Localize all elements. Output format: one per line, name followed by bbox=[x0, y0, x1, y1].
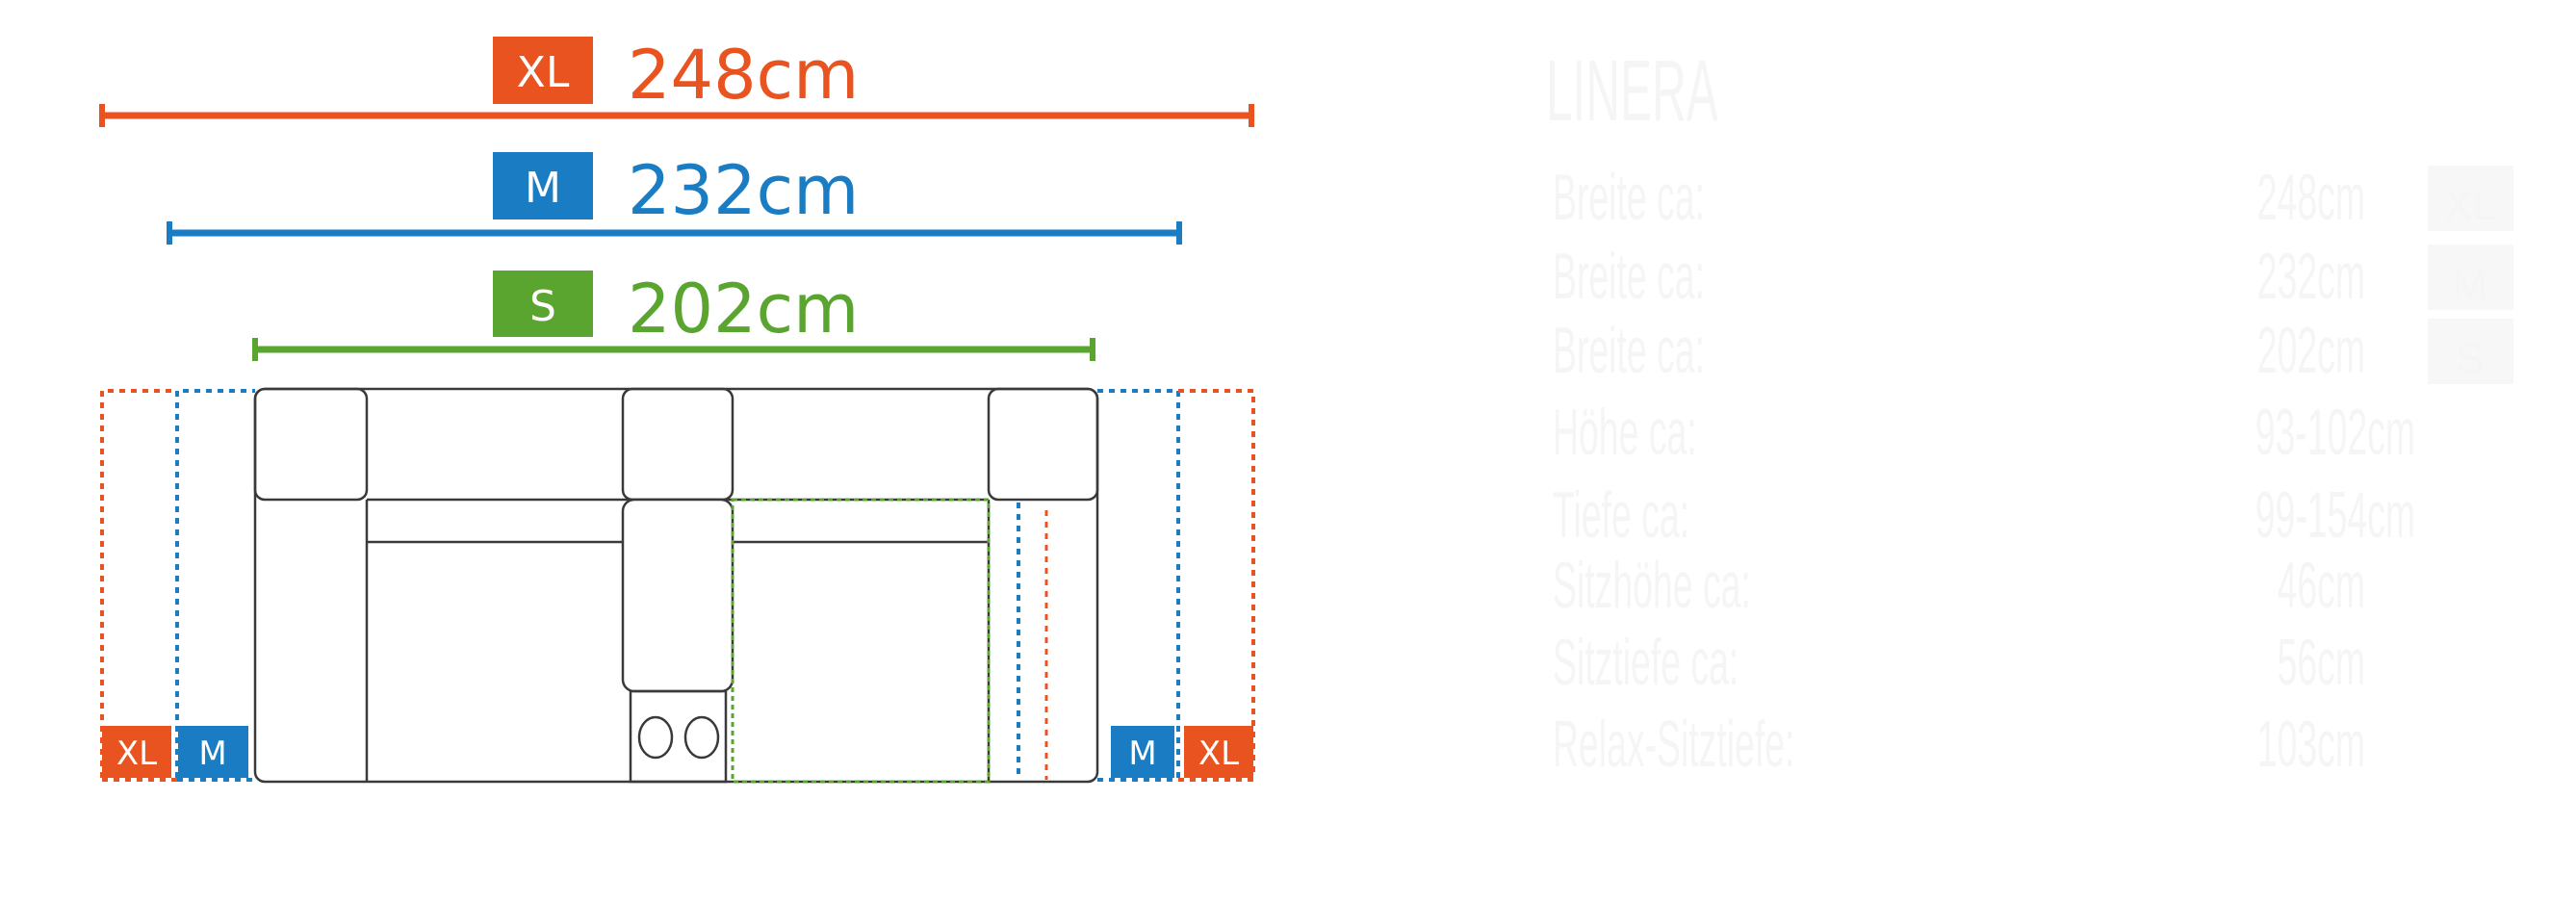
spec-value: 93-102cm bbox=[2255, 395, 2415, 469]
left-extensions bbox=[100, 389, 255, 782]
spec-row: Breite ca: 248cm XL bbox=[1553, 160, 2513, 234]
width-s-value: 202cm bbox=[628, 270, 859, 348]
spec-label: Sitztiefe ca: bbox=[1553, 625, 1739, 699]
right-extensions bbox=[1097, 389, 1255, 782]
spec-value: 248cm bbox=[2257, 160, 2365, 234]
m-extension-right bbox=[1097, 389, 1180, 778]
spec-size-badge bbox=[2428, 166, 2513, 231]
spec-label: Breite ca: bbox=[1553, 239, 1705, 313]
spec-label: Breite ca: bbox=[1553, 313, 1705, 387]
spec-value: 46cm bbox=[2278, 548, 2365, 622]
spec-size-badge-label: S bbox=[2456, 335, 2484, 382]
spec-row: Sitztiefe ca: 56cm bbox=[1553, 625, 2365, 699]
dimension-s: S 202cm bbox=[252, 270, 1095, 361]
cupholder-icon bbox=[637, 715, 674, 760]
spec-row: Tiefe ca: 99-154cm bbox=[1553, 477, 2415, 552]
console-base bbox=[629, 689, 728, 784]
spec-label: Höhe ca: bbox=[1553, 395, 1697, 469]
right-badge-m-label: M bbox=[1128, 735, 1156, 773]
dimension-m: M 232cm bbox=[167, 151, 1182, 245]
spec-row: Höhe ca: 93-102cm bbox=[1553, 395, 2415, 469]
left-badge-xl-label: XL bbox=[116, 735, 157, 773]
left-back-cushion bbox=[253, 387, 369, 502]
m-extension-left bbox=[175, 389, 255, 778]
badge-m-label: M bbox=[525, 164, 561, 213]
spec-size-badge-label: M bbox=[2453, 261, 2488, 308]
sofa-outline bbox=[253, 387, 1099, 784]
spec-panel: LINERA Breite ca: 248cm XL Breite ca: 232cm M… bbox=[1546, 42, 2513, 781]
spec-value: 232cm bbox=[2257, 239, 2365, 313]
dimension-xl: XL 248cm bbox=[99, 36, 1254, 127]
xl-extension-right bbox=[1178, 389, 1255, 778]
right-badge-xl-label: XL bbox=[1198, 735, 1239, 773]
width-m-value: 232cm bbox=[628, 151, 859, 230]
badge-s-label: S bbox=[529, 282, 556, 331]
spec-value: 56cm bbox=[2278, 625, 2365, 699]
spec-row: Breite ca: 202cm S bbox=[1553, 313, 2513, 387]
badge-m bbox=[493, 152, 593, 219]
spec-value: 202cm bbox=[2257, 313, 2365, 387]
right-back-cushion bbox=[987, 387, 1099, 502]
right-badge-xl bbox=[1184, 726, 1253, 778]
spec-size-badge bbox=[2428, 245, 2513, 310]
spec-value: 99-154cm bbox=[2255, 477, 2415, 552]
product-title: LINERA bbox=[1546, 42, 1718, 139]
spec-size-badge bbox=[2428, 319, 2513, 384]
spec-label: Sitzhöhe ca: bbox=[1553, 548, 1751, 622]
spec-row: Breite ca: 232cm M bbox=[1553, 239, 2513, 313]
badge-s bbox=[493, 271, 593, 337]
spec-size-badge-label: XL bbox=[2444, 182, 2496, 229]
spec-label: Relax-Sitztiefe: bbox=[1553, 707, 1794, 781]
spec-value: 103cm bbox=[2257, 707, 2365, 781]
middle-console bbox=[621, 498, 734, 693]
left-badge-m bbox=[178, 726, 248, 778]
middle-back-cushion bbox=[621, 387, 734, 502]
badge-xl bbox=[493, 37, 593, 104]
spec-row: Relax-Sitztiefe: 103cm bbox=[1553, 707, 2365, 781]
badge-xl-label: XL bbox=[517, 48, 570, 97]
spec-label: Tiefe ca: bbox=[1553, 477, 1689, 552]
left-badge-m-label: M bbox=[198, 735, 226, 773]
spec-label: Breite ca: bbox=[1553, 160, 1705, 234]
cupholder-icon bbox=[683, 715, 720, 760]
right-badge-m bbox=[1111, 726, 1174, 778]
spec-row: Sitzhöhe ca: 46cm bbox=[1553, 548, 2365, 622]
xl-extension-left bbox=[100, 389, 177, 778]
width-xl-value: 248cm bbox=[628, 36, 859, 115]
left-badge-xl bbox=[102, 726, 171, 778]
